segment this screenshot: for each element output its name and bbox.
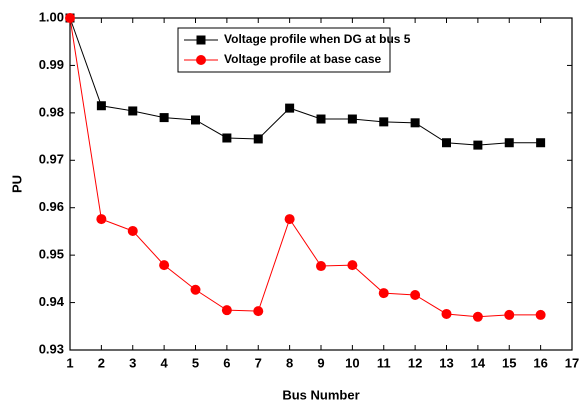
marker	[379, 117, 389, 127]
legend-box	[177, 27, 391, 73]
marker	[96, 214, 107, 225]
x-tick-label: 13	[439, 355, 453, 370]
x-tick-label: 17	[565, 355, 579, 370]
y-tick-label: 1.00	[39, 9, 64, 24]
marker	[253, 306, 264, 317]
x-tick-label: 7	[255, 355, 262, 370]
marker	[253, 134, 263, 144]
x-tick-label: 1	[66, 355, 73, 370]
marker	[190, 284, 201, 295]
x-tick-label: 2	[98, 355, 105, 370]
marker	[535, 309, 546, 320]
marker	[284, 214, 295, 225]
legend-marker	[196, 35, 206, 45]
y-axis-label: PU	[9, 175, 24, 193]
y-tick-label: 0.95	[39, 247, 64, 262]
x-tick-label: 9	[317, 355, 324, 370]
marker	[316, 261, 326, 272]
marker	[347, 260, 358, 271]
y-tick-label: 0.93	[39, 341, 64, 356]
x-tick-label: 3	[129, 355, 136, 370]
marker	[159, 260, 170, 271]
marker	[378, 288, 389, 299]
marker	[285, 103, 295, 113]
x-tick-label: 16	[533, 355, 547, 370]
marker	[504, 309, 515, 320]
x-axis-label: Bus Number	[282, 387, 359, 402]
x-tick-label: 5	[192, 355, 199, 370]
y-tick-label: 0.99	[39, 57, 64, 72]
marker	[65, 13, 75, 23]
x-tick-label: 8	[286, 355, 293, 370]
marker	[442, 138, 451, 148]
x-tick-label: 14	[471, 355, 486, 370]
marker	[221, 305, 232, 316]
marker	[316, 114, 326, 124]
series-line	[69, 17, 541, 318]
legend-label: Voltage profile at base case	[224, 52, 381, 66]
marker	[472, 311, 483, 322]
marker	[96, 101, 106, 111]
marker	[504, 138, 514, 148]
y-tick-label: 0.96	[39, 199, 64, 214]
y-tick-label: 0.94	[39, 294, 65, 309]
legend-marker	[196, 55, 206, 65]
marker	[410, 289, 421, 300]
marker	[127, 225, 138, 236]
marker	[473, 140, 483, 150]
x-tick-label: 15	[502, 355, 516, 370]
marker	[410, 118, 420, 128]
x-tick-label: 12	[408, 355, 422, 370]
x-tick-label: 4	[161, 355, 169, 370]
legend-label: Voltage profile when DG at bus 5	[224, 32, 411, 46]
x-tick-label: 10	[345, 355, 359, 370]
marker	[128, 106, 138, 116]
marker	[441, 308, 452, 319]
y-tick-label: 0.98	[39, 104, 64, 119]
marker	[347, 114, 357, 124]
x-tick-label: 6	[223, 355, 230, 370]
marker	[222, 133, 232, 143]
marker	[159, 113, 169, 123]
x-tick-label: 11	[377, 355, 391, 370]
series-line	[69, 17, 541, 146]
marker	[191, 115, 200, 125]
marker	[536, 138, 546, 148]
y-tick-label: 0.97	[39, 152, 64, 167]
